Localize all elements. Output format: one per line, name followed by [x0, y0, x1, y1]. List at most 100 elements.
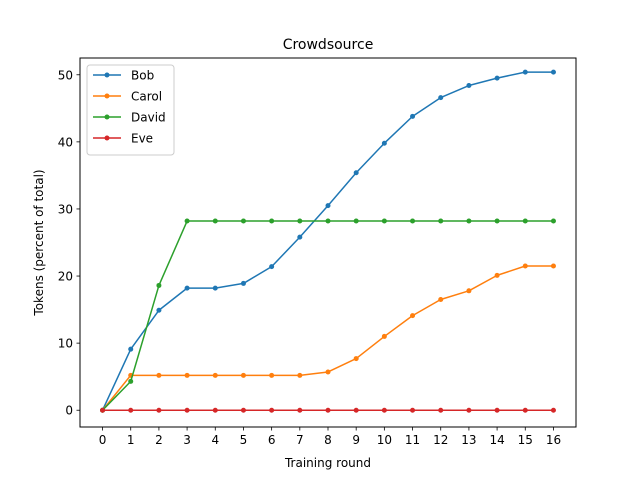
legend-label: Bob: [131, 69, 154, 83]
data-point: [325, 407, 331, 413]
legend: Bob Carol David Eve: [86, 64, 175, 156]
y-tick-label: 10: [58, 337, 73, 351]
data-point: [128, 378, 134, 384]
x-axis-ticks: 0 1 2 3 4 5 6 7 8 9 10 11 12 13 14 15 16: [99, 427, 561, 447]
data-point: [466, 407, 472, 413]
plot-area: [100, 69, 556, 413]
data-point: [522, 69, 528, 75]
x-tick-label: 1: [127, 433, 135, 447]
x-tick-label: 0: [99, 433, 107, 447]
data-point: [184, 218, 190, 224]
data-point: [550, 263, 556, 269]
data-point: [494, 407, 500, 413]
data-point: [550, 69, 556, 75]
data-point: [353, 170, 359, 176]
data-point: [438, 218, 444, 224]
data-point: [381, 333, 387, 339]
data-point: [297, 234, 303, 240]
data-point: [466, 218, 472, 224]
x-tick-label: 5: [240, 433, 248, 447]
data-point: [325, 369, 331, 375]
data-point: [410, 313, 416, 319]
y-tick-label: 40: [58, 135, 73, 149]
data-point: [353, 218, 359, 224]
legend-item: Bob: [93, 69, 154, 83]
legend-label: Eve: [131, 132, 153, 146]
y-tick-label: 50: [58, 68, 73, 82]
data-point: [269, 218, 275, 224]
data-point: [240, 372, 246, 378]
data-point: [212, 407, 218, 413]
data-point: [269, 264, 275, 270]
data-point: [381, 407, 387, 413]
series-carol: [100, 263, 556, 413]
data-point: [128, 346, 134, 352]
x-axis-label: Training round: [284, 456, 371, 470]
data-point: [353, 407, 359, 413]
data-point: [494, 75, 500, 81]
data-point: [438, 297, 444, 303]
data-point: [156, 372, 162, 378]
legend-item: Eve: [93, 132, 153, 146]
data-point: [212, 285, 218, 291]
x-tick-label: 7: [296, 433, 304, 447]
data-point: [156, 282, 162, 288]
data-point: [240, 280, 246, 286]
x-tick-label: 15: [518, 433, 533, 447]
data-point: [212, 218, 218, 224]
legend-item: Carol: [93, 90, 162, 104]
x-tick-label: 4: [211, 433, 219, 447]
legend-label: David: [131, 111, 166, 125]
x-tick-label: 10: [377, 433, 392, 447]
data-point: [381, 218, 387, 224]
data-point: [550, 218, 556, 224]
x-tick-label: 13: [461, 433, 476, 447]
y-tick-label: 30: [58, 202, 73, 216]
legend-item: David: [93, 111, 166, 125]
data-point: [297, 372, 303, 378]
x-tick-label: 8: [324, 433, 332, 447]
data-point: [466, 288, 472, 294]
y-tick-label: 20: [58, 270, 73, 284]
x-tick-label: 3: [183, 433, 191, 447]
x-tick-label: 12: [433, 433, 448, 447]
data-point: [269, 407, 275, 413]
legend-marker: [104, 93, 110, 99]
data-point: [522, 218, 528, 224]
series-eve: [100, 407, 556, 413]
y-axis-label: Tokens (percent of total): [32, 169, 46, 316]
y-axis-ticks: 0 10 20 30 40 50: [58, 68, 80, 418]
data-point: [269, 372, 275, 378]
data-point: [184, 285, 190, 291]
legend-marker: [104, 135, 110, 141]
data-point: [410, 113, 416, 119]
data-point: [325, 218, 331, 224]
legend-marker: [104, 114, 110, 120]
data-point: [297, 407, 303, 413]
data-point: [184, 407, 190, 413]
data-point: [494, 272, 500, 278]
x-tick-label: 11: [405, 433, 420, 447]
data-point: [240, 407, 246, 413]
y-tick-label: 0: [65, 404, 73, 418]
data-point: [381, 140, 387, 146]
data-point: [212, 372, 218, 378]
x-tick-label: 9: [352, 433, 360, 447]
data-point: [353, 356, 359, 362]
data-point: [184, 372, 190, 378]
x-tick-label: 16: [546, 433, 561, 447]
legend-box: [86, 64, 175, 156]
series-david: [100, 218, 556, 413]
data-point: [156, 407, 162, 413]
data-point: [325, 203, 331, 209]
chart-title: Crowdsource: [283, 37, 374, 53]
x-tick-label: 6: [268, 433, 276, 447]
data-point: [100, 407, 106, 413]
x-tick-label: 14: [489, 433, 504, 447]
x-tick-label: 2: [155, 433, 163, 447]
data-point: [240, 218, 246, 224]
data-point: [297, 218, 303, 224]
data-point: [522, 407, 528, 413]
data-point: [438, 407, 444, 413]
